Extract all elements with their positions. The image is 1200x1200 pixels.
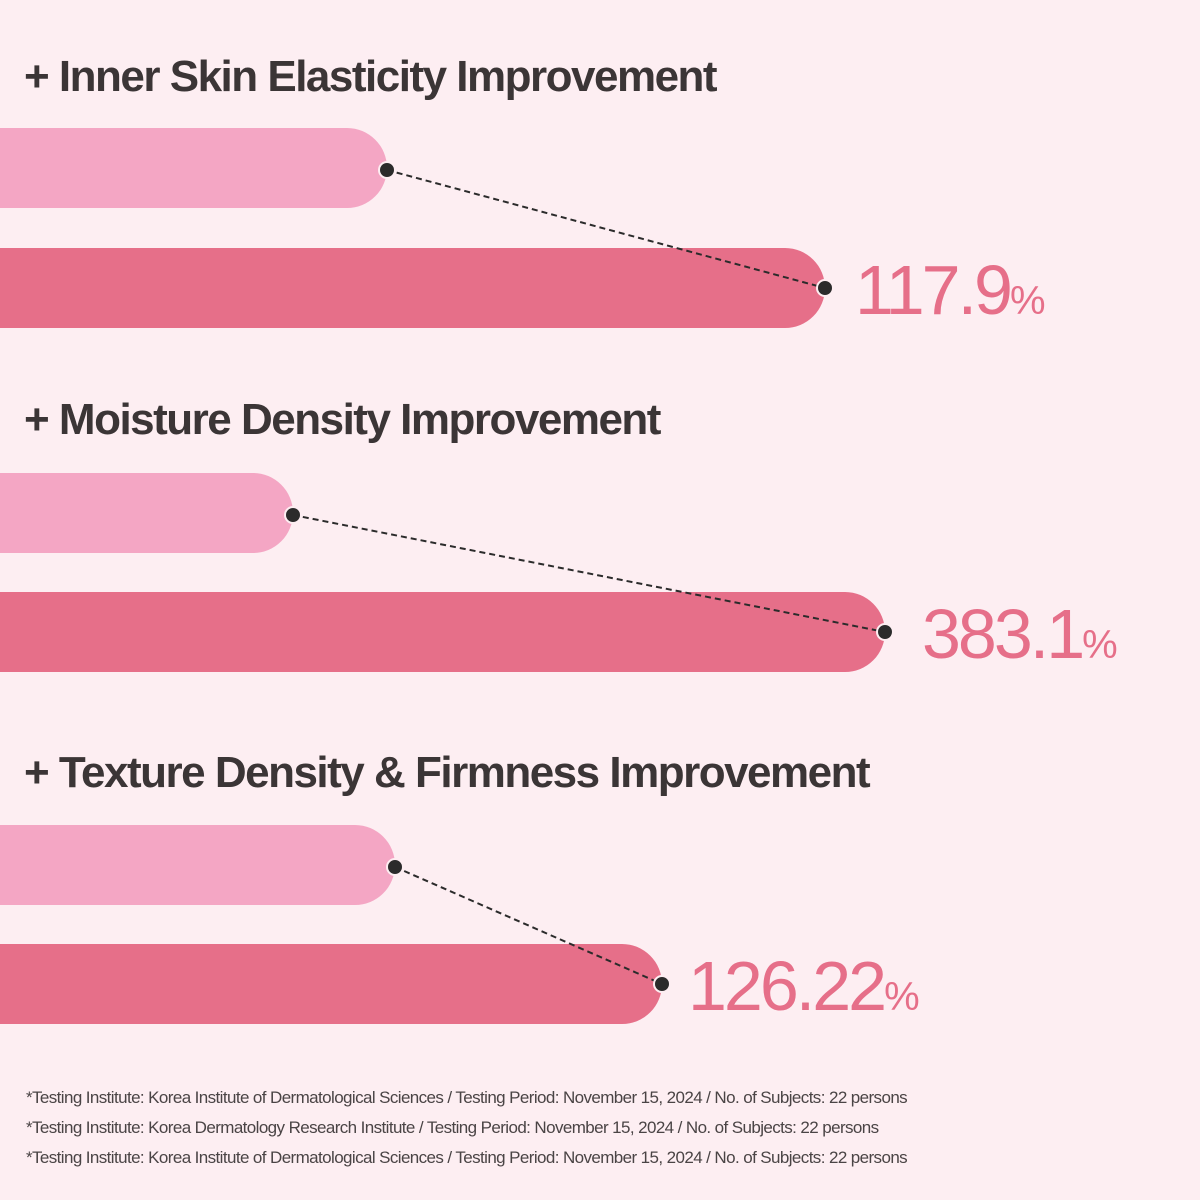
after-marker [816, 279, 834, 297]
before-bar [0, 128, 387, 208]
before-marker [284, 506, 302, 524]
chart-title-3: + Texture Density & Firmness Improvement [24, 748, 871, 797]
chart-title-1: + Inner Skin Elasticity Improvement [24, 52, 718, 101]
after-bar [0, 592, 885, 672]
value-label: 126.22% [688, 946, 920, 1026]
footnote: *Testing Institute: Korea Dermatology Re… [26, 1118, 879, 1137]
connector-line [292, 514, 886, 633]
before-bar [0, 825, 395, 905]
value-unit: % [1082, 623, 1118, 667]
after-bar [0, 248, 825, 328]
value-unit: % [1009, 279, 1046, 323]
chart-title-2: + Moisture Density Improvement [24, 395, 661, 444]
footnote: *Testing Institute: Korea Institute of D… [26, 1148, 908, 1167]
before-bar [0, 473, 293, 553]
connector-line [386, 169, 826, 289]
value-label: 383.1% [922, 594, 1118, 674]
connector-line [394, 866, 663, 985]
footnotes: *Testing Institute: Korea Institute of D… [26, 1083, 908, 1173]
value-label: 117.9% [855, 250, 1046, 330]
value-number: 126.22 [688, 947, 887, 1025]
before-marker [386, 858, 404, 876]
after-marker [876, 623, 894, 641]
footnote: *Testing Institute: Korea Institute of D… [26, 1088, 908, 1107]
before-marker [378, 161, 396, 179]
after-marker [653, 975, 671, 993]
value-unit: % [884, 975, 920, 1019]
value-number: 383.1 [922, 595, 1085, 673]
after-bar [0, 944, 662, 1024]
value-number: 117.9 [855, 251, 1013, 329]
